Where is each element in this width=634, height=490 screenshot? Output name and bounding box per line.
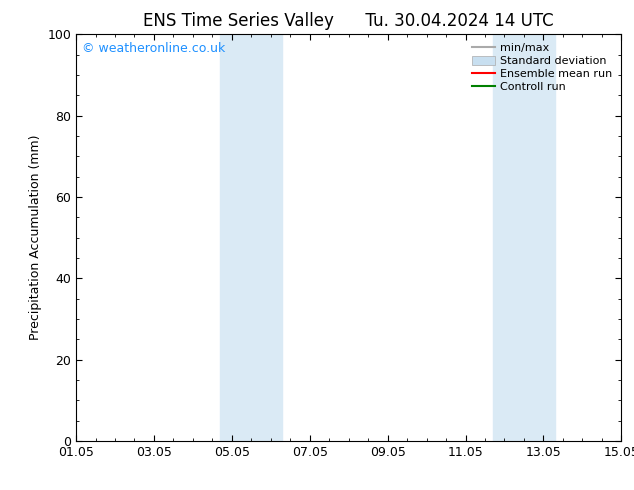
Title: ENS Time Series Valley      Tu. 30.04.2024 14 UTC: ENS Time Series Valley Tu. 30.04.2024 14… bbox=[143, 12, 554, 30]
Legend: min/max, Standard deviation, Ensemble mean run, Controll run: min/max, Standard deviation, Ensemble me… bbox=[469, 40, 616, 95]
Text: © weatheronline.co.uk: © weatheronline.co.uk bbox=[82, 43, 225, 55]
Y-axis label: Precipitation Accumulation (mm): Precipitation Accumulation (mm) bbox=[29, 135, 42, 341]
Bar bbox=[220, 34, 283, 441]
Bar bbox=[493, 34, 555, 441]
